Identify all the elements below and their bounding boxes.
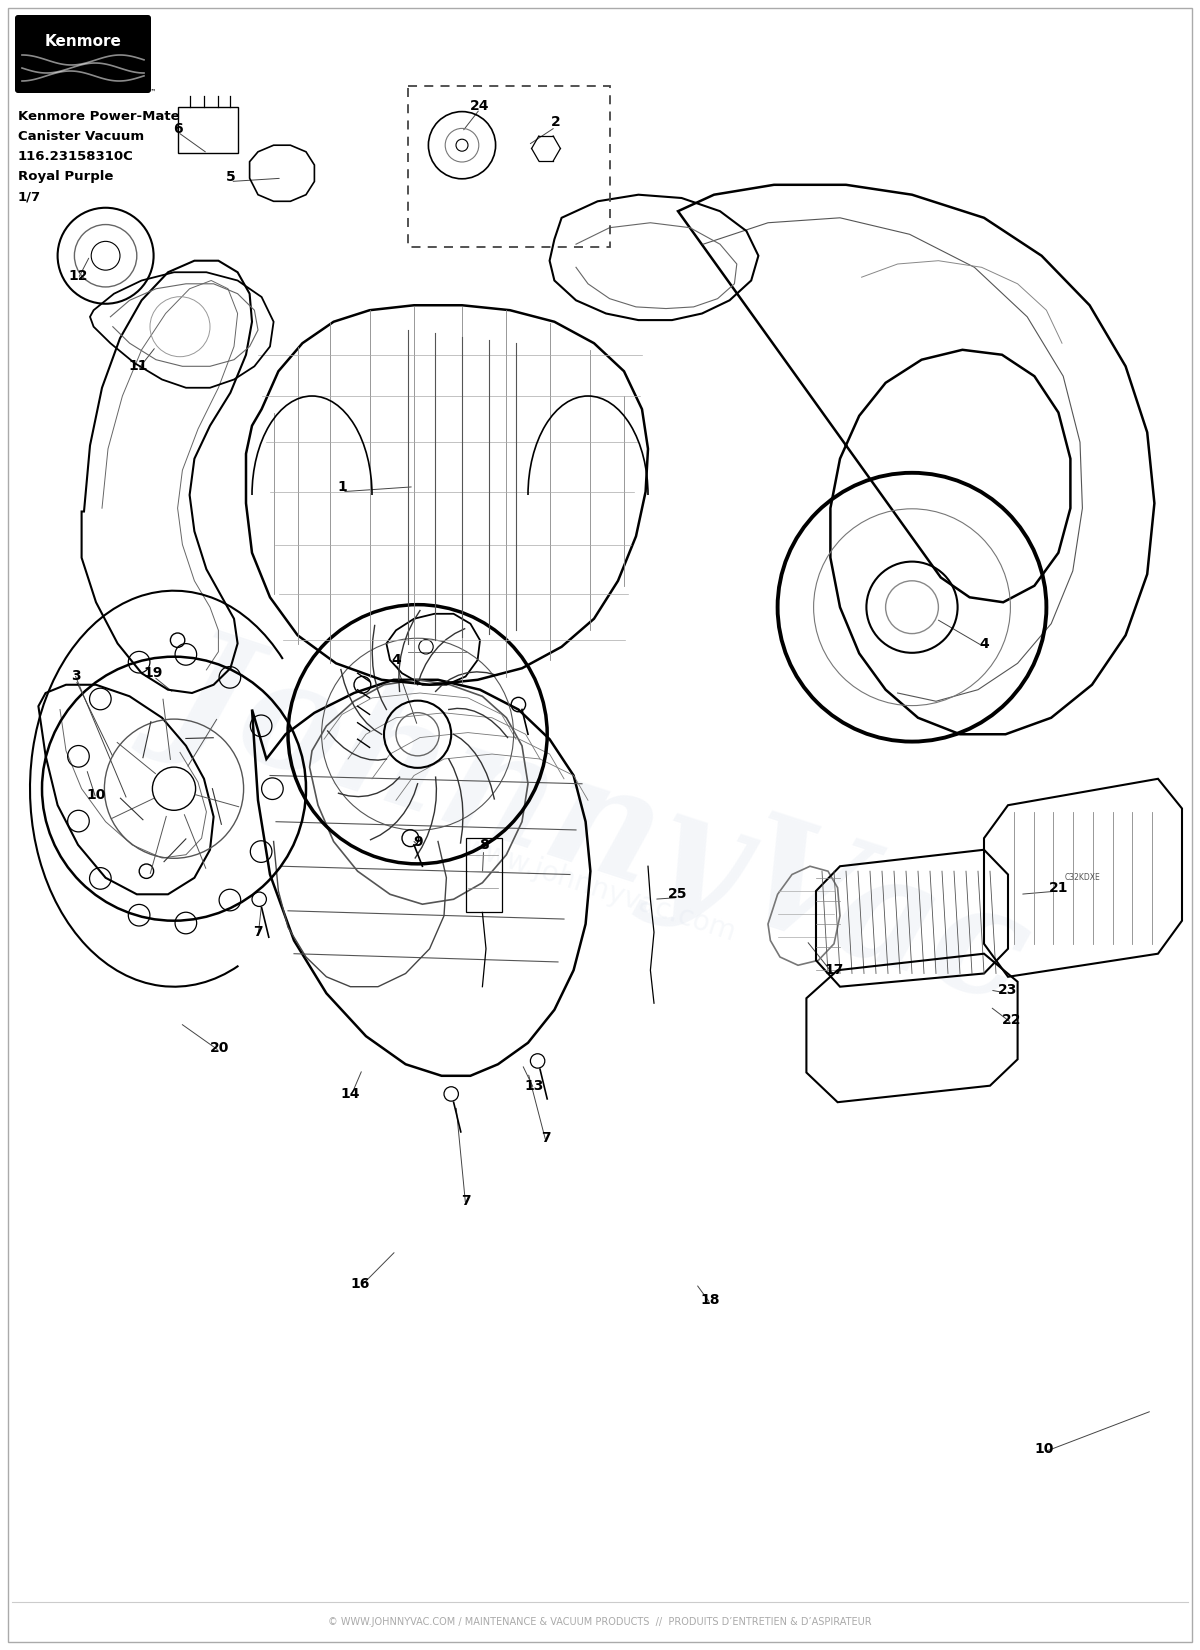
Text: 12: 12 [68, 269, 88, 282]
Text: 1/7: 1/7 [18, 190, 41, 203]
Text: 10: 10 [86, 789, 106, 802]
Text: Royal Purple: Royal Purple [18, 170, 113, 183]
Text: 7: 7 [541, 1132, 551, 1145]
Text: 21: 21 [1049, 881, 1068, 894]
Bar [466, 838, 502, 912]
Text: 13: 13 [524, 1079, 544, 1092]
Bar [408, 86, 610, 248]
Text: 4: 4 [979, 637, 989, 650]
Text: 22: 22 [1002, 1013, 1021, 1026]
Text: JohnnyVac: JohnnyVac [152, 610, 1048, 1030]
Text: 5: 5 [226, 170, 235, 183]
Bar [178, 107, 238, 153]
FancyBboxPatch shape [14, 15, 151, 92]
Text: 7: 7 [253, 926, 263, 939]
Text: 19: 19 [144, 667, 163, 680]
Text: 6: 6 [173, 122, 182, 135]
Text: Kenmore Power-Mate: Kenmore Power-Mate [18, 111, 180, 124]
Text: 14: 14 [341, 1087, 360, 1101]
Text: 10: 10 [1034, 1442, 1054, 1455]
Text: 8: 8 [479, 838, 488, 851]
Text: 24: 24 [470, 99, 490, 112]
Text: 25: 25 [668, 888, 688, 901]
Text: 2: 2 [551, 116, 560, 129]
Text: 9: 9 [413, 835, 422, 848]
Text: Canister Vacuum: Canister Vacuum [18, 130, 144, 144]
Text: 23: 23 [998, 983, 1018, 997]
Text: 1: 1 [337, 480, 347, 493]
Text: Kenmore: Kenmore [44, 35, 121, 50]
Text: 20: 20 [210, 1041, 229, 1054]
Text: 11: 11 [128, 360, 148, 373]
Text: www.johnnyvac.com: www.johnnyvac.com [460, 833, 740, 947]
Text: 16: 16 [350, 1277, 370, 1290]
Text: 3: 3 [71, 670, 80, 683]
Text: 4: 4 [391, 653, 401, 667]
Text: C32KDXE: C32KDXE [1064, 873, 1100, 883]
Text: © WWW.JOHNNYVAC.COM / MAINTENANCE & VACUUM PRODUCTS  //  PRODUITS D’ENTRETIEN & : © WWW.JOHNNYVAC.COM / MAINTENANCE & VACU… [328, 1617, 872, 1627]
Text: 18: 18 [701, 1294, 720, 1307]
Text: 17: 17 [824, 964, 844, 977]
Text: 116.23158310C: 116.23158310C [18, 150, 133, 163]
Text: ™: ™ [148, 87, 156, 97]
Text: 7: 7 [461, 1195, 470, 1208]
